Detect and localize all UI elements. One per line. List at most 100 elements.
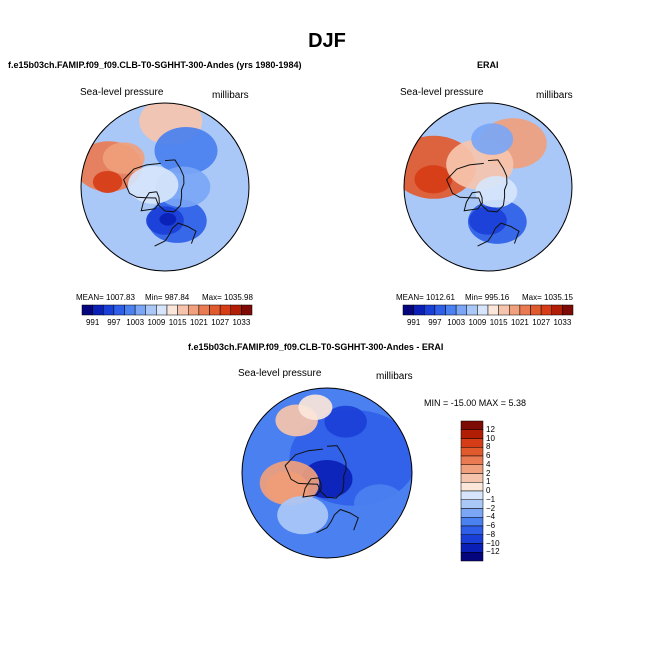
colorbar-tick-label: −8	[486, 529, 496, 539]
colorbar-swatch-7	[477, 304, 489, 316]
colorbar-swatch-8	[460, 490, 484, 500]
colorbar-swatch-10	[509, 304, 521, 316]
colorbar-swatch-12	[460, 525, 484, 535]
obs-colorbar	[402, 304, 574, 316]
obs-panel-title: ERAI	[477, 60, 499, 70]
colorbar-swatch-9	[498, 304, 510, 316]
pressure-region-8	[354, 484, 406, 523]
colorbar-swatch-1	[92, 304, 104, 316]
colorbar-tick-label: 1027	[532, 318, 551, 327]
pressure-region-9	[127, 166, 179, 204]
obs-mean-stat: MEAN= 1012.61	[396, 293, 455, 302]
colorbar-tick-label: 4	[486, 459, 491, 469]
colorbar-swatch-3	[460, 447, 484, 457]
pressure-region-6	[159, 212, 177, 226]
diff-units-label: millibars	[376, 371, 413, 382]
diff-minmax-stat: MIN = -15.00 MAX = 5.38	[424, 398, 527, 408]
colorbar-tick-label: 1015	[168, 318, 187, 327]
colorbar-tick-label: 991	[406, 318, 421, 327]
colorbar-swatch-15	[241, 304, 253, 316]
colorbar-swatch-12	[530, 304, 542, 316]
diff-colorbar	[460, 420, 484, 562]
colorbar-tick-label: 991	[85, 318, 100, 327]
colorbar-swatch-13	[460, 534, 484, 544]
obs-units-label: millibars	[536, 90, 573, 101]
colorbar-tick-label: 1003	[126, 318, 145, 327]
colorbar-swatch-11	[519, 304, 531, 316]
colorbar-swatch-14	[460, 543, 484, 553]
pressure-region-7	[277, 495, 329, 535]
colorbar-tick-label: −2	[486, 503, 496, 513]
colorbar-swatch-0	[402, 304, 414, 316]
colorbar-swatch-15	[562, 304, 574, 316]
colorbar-swatch-7	[460, 482, 484, 492]
colorbar-swatch-9	[177, 304, 189, 316]
colorbar-tick-label: 997	[428, 318, 442, 327]
colorbar-tick-label: 1003	[447, 318, 466, 327]
colorbar-swatch-13	[540, 304, 552, 316]
colorbar-tick-label: −12	[486, 547, 500, 557]
colorbar-swatch-5	[455, 304, 467, 316]
colorbar-swatch-5	[134, 304, 146, 316]
colorbar-swatch-3	[434, 304, 446, 316]
colorbar-tick-label: 0	[486, 486, 491, 495]
colorbar-swatch-14	[551, 304, 563, 316]
colorbar-swatch-4	[460, 455, 484, 465]
colorbar-swatch-10	[188, 304, 200, 316]
diff-polar-map	[241, 387, 413, 559]
diff-variable-label: Sea-level pressure	[238, 368, 322, 379]
colorbar-swatch-11	[460, 517, 484, 527]
colorbar-tick-label: 1021	[189, 318, 208, 327]
model-mean-stat: MEAN= 1007.83	[76, 293, 135, 302]
colorbar-swatch-1	[460, 429, 484, 439]
coastlines	[446, 159, 520, 247]
obs-colorbar-labels: 991 997 1003 1009 1015 1021 1027 1033	[403, 318, 573, 328]
colorbar-swatch-12	[209, 304, 221, 316]
colorbar-swatch-9	[460, 499, 484, 509]
pressure-region-2	[92, 170, 123, 194]
pressure-region-1	[102, 142, 145, 174]
colorbar-swatch-7	[156, 304, 168, 316]
colorbar-swatch-8	[166, 304, 178, 316]
pressure-region-2	[324, 405, 367, 438]
pressure-region-6	[471, 123, 514, 155]
colorbar-swatch-5	[460, 464, 484, 474]
colorbar-tick-label: 997	[107, 318, 121, 327]
colorbar-swatch-2	[424, 304, 436, 316]
colorbar-tick-label: 6	[486, 451, 491, 460]
colorbar-tick-label: −4	[486, 512, 496, 522]
colorbar-swatch-3	[113, 304, 125, 316]
obs-polar-map	[403, 102, 573, 272]
colorbar-tick-label: −1	[486, 494, 496, 504]
colorbar-swatch-4	[124, 304, 136, 316]
colorbar-swatch-6	[460, 473, 484, 483]
colorbar-tick-label: 1009	[147, 318, 166, 327]
colorbar-tick-label: 1033	[232, 318, 251, 327]
page-title: DJF	[308, 30, 346, 52]
colorbar-swatch-0	[81, 304, 93, 316]
model-min-stat: Min= 987.84	[145, 293, 190, 302]
colorbar-swatch-13	[219, 304, 231, 316]
colorbar-tick-label: 1021	[510, 318, 529, 327]
colorbar-swatch-1	[413, 304, 425, 316]
pressure-region-5	[469, 206, 507, 235]
colorbar-swatch-0	[460, 420, 484, 430]
colorbar-tick-label: −10	[486, 538, 500, 548]
colorbar-tick-label: 1015	[489, 318, 508, 327]
colorbar-swatch-8	[487, 304, 499, 316]
model-polar-map	[80, 102, 250, 272]
diff-colorbar-labels: 12 10 8 6 4 2 1 0 −1 −2 −4 −6 −8 −10 −12	[484, 421, 514, 561]
coastlines	[123, 159, 197, 247]
colorbar-tick-label: 2	[486, 468, 491, 478]
colorbar-swatch-15	[460, 552, 484, 562]
pressure-region-6	[298, 394, 333, 420]
colorbar-tick-label: 1033	[553, 318, 572, 327]
colorbar-tick-label: 1027	[211, 318, 230, 327]
pressure-region-1	[414, 165, 453, 194]
model-units-label: millibars	[212, 90, 249, 101]
pressure-region-4	[259, 460, 320, 506]
colorbar-tick-label: 1	[486, 477, 491, 487]
pressure-region-7	[475, 176, 518, 208]
obs-min-stat: Min= 995.16	[465, 293, 510, 302]
diff-panel-title: f.e15b03ch.FAMIP.f09_f09.CLB-T0-SGHHT-30…	[188, 342, 444, 352]
